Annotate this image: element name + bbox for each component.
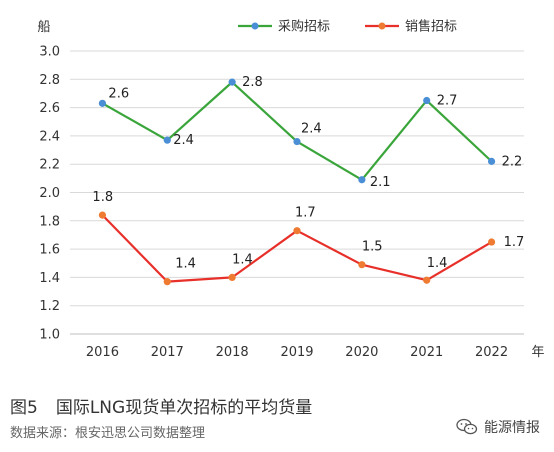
y-tick-label: 2.6: [39, 101, 60, 116]
legend-label: 采购招标: [278, 19, 330, 35]
y-tick-label: 2.2: [39, 158, 60, 173]
data-label: 2.1: [370, 175, 391, 190]
data-point: [293, 227, 301, 235]
x-tick-label: 2017: [151, 345, 184, 360]
y-tick-label: 1.2: [39, 299, 60, 314]
watermark: 能源情报: [456, 417, 540, 437]
line-chart: 1.0 1.2 1.4 1.6 1.8 2.0 2.2 2.4 2.6 2.8 3.0 2016 201…: [37, 19, 544, 361]
legend-label: 销售招标: [405, 19, 457, 35]
data-label: 2.8: [242, 75, 263, 90]
data-label: 1.7: [295, 206, 316, 221]
figure-title: 国际LNG现货单次招标的平均货量: [55, 398, 313, 418]
data-point: [423, 96, 431, 105]
data-point: [358, 176, 366, 184]
data-label: 2.7: [437, 94, 458, 109]
data-label: 1.4: [232, 252, 253, 267]
data-label: 1.5: [362, 240, 383, 255]
figure-caption: 图5 国际LNG现货单次招标的平均货量: [10, 393, 312, 418]
data-label: 2.4: [173, 133, 194, 148]
x-tick-label: 2019: [280, 345, 313, 360]
data-point: [487, 238, 496, 246]
y-tick-label: 1.4: [39, 271, 60, 286]
x-tick-label: 2016: [86, 345, 119, 360]
data-point: [163, 136, 171, 144]
data-point: [423, 276, 431, 284]
y-tick-label: 3.0: [39, 45, 60, 60]
wechat-icon: [456, 418, 478, 436]
x-tick-label: 2022: [475, 345, 508, 360]
data-label: 1.4: [427, 256, 448, 271]
data-label: 1.8: [92, 190, 113, 205]
y-tick-label: 2.4: [39, 129, 60, 144]
x-tick-label: 2020: [345, 345, 378, 360]
data-label: 2.2: [502, 154, 523, 169]
data-point: [293, 137, 301, 146]
y-tick-label: 1.6: [39, 243, 60, 258]
data-label: 1.7: [504, 235, 525, 250]
data-point: [98, 99, 107, 107]
y-axis-label: 船: [37, 20, 50, 35]
series-line: [101, 81, 493, 181]
figure-number: 图5: [10, 398, 38, 418]
legend-marker: [378, 22, 386, 30]
data-point: [163, 278, 171, 286]
x-tick-label: 2021: [410, 345, 443, 360]
y-tick-label: 2.0: [39, 186, 60, 201]
legend-marker: [251, 22, 259, 30]
data-source: 数据来源：根安迅思公司数据整理: [10, 426, 206, 441]
watermark-label: 能源情报: [484, 420, 540, 436]
data-point: [358, 261, 366, 269]
y-tick-label: 2.8: [39, 73, 60, 88]
data-point: [98, 211, 107, 219]
y-tick-label: 1.0: [39, 328, 60, 343]
x-tick-label: 2018: [216, 345, 249, 360]
data-point: [228, 78, 236, 86]
data-point: [487, 157, 496, 165]
data-label: 1.4: [175, 257, 196, 272]
x-axis-label: 年: [531, 345, 544, 360]
data-label: 2.6: [108, 86, 129, 101]
y-tick-label: 1.8: [39, 214, 60, 229]
data-point: [228, 273, 236, 281]
data-label: 2.4: [301, 122, 322, 137]
series-line: [101, 214, 493, 283]
